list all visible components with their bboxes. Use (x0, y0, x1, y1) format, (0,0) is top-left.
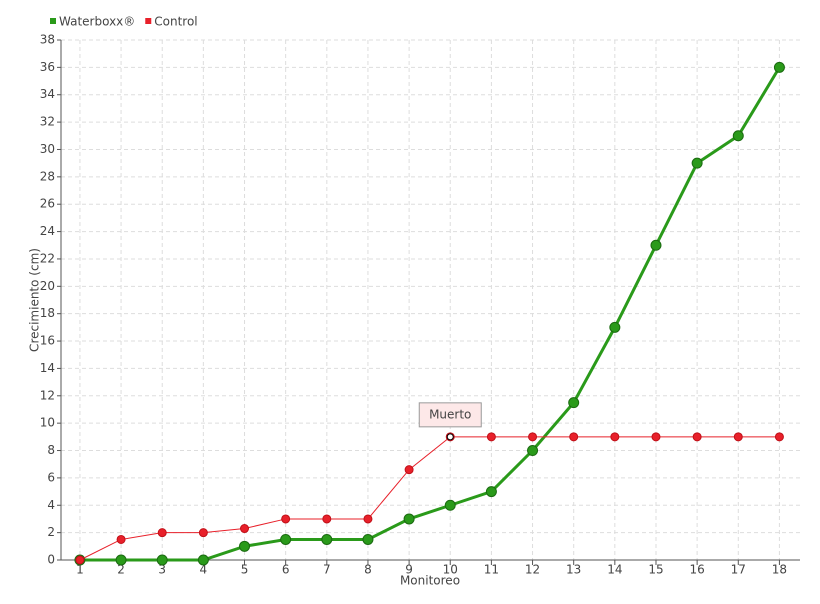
annotation-marker (446, 433, 454, 441)
x-tick-label: 10 (443, 563, 458, 577)
x-tick-label: 17 (731, 563, 746, 577)
annotation-label: Muerto (429, 407, 471, 421)
x-tick-label: 6 (282, 563, 290, 577)
data-point (528, 432, 538, 442)
x-tick-label: 14 (607, 563, 622, 577)
legend-swatch (50, 18, 56, 24)
y-tick-label: 10 (40, 416, 55, 430)
x-tick-label: 7 (323, 563, 331, 577)
x-tick-label: 11 (484, 563, 499, 577)
data-point (321, 533, 333, 545)
x-tick-label: 9 (405, 563, 413, 577)
x-tick-label: 5 (241, 563, 249, 577)
legend-label: Control (154, 15, 197, 29)
y-tick-label: 8 (47, 443, 55, 457)
data-point (198, 528, 208, 538)
x-tick-label: 1 (76, 563, 84, 577)
y-tick-label: 26 (40, 197, 55, 211)
data-point (157, 528, 167, 538)
data-point (404, 465, 414, 475)
x-axis-label: Monitoreo (400, 574, 460, 588)
data-point (240, 524, 250, 534)
data-point (362, 533, 374, 545)
x-tick-label: 16 (689, 563, 704, 577)
data-point (609, 321, 621, 333)
data-point (156, 554, 168, 566)
annotation: Muerto (418, 402, 482, 441)
data-point (444, 499, 456, 511)
y-tick-label: 2 (47, 525, 55, 539)
data-point (774, 432, 784, 442)
x-tick-label: 4 (200, 563, 208, 577)
series-line (79, 66, 781, 562)
y-tick-label: 22 (40, 251, 55, 265)
y-tick-label: 4 (47, 498, 55, 512)
y-tick-label: 14 (40, 361, 55, 375)
x-tick-label: 13 (566, 563, 581, 577)
data-point (486, 432, 496, 442)
data-point (610, 432, 620, 442)
y-tick-label: 32 (40, 115, 55, 129)
legend-label: Waterboxx® (59, 15, 135, 29)
data-point (650, 239, 662, 251)
data-point (773, 61, 785, 73)
x-tick-label: 8 (364, 563, 372, 577)
y-tick-label: 20 (40, 279, 55, 293)
x-tick-label: 3 (158, 563, 166, 577)
data-point (485, 486, 497, 498)
y-tick-label: 36 (40, 60, 55, 74)
y-tick-label: 18 (40, 306, 55, 320)
annotation-box (418, 402, 482, 428)
data-point (733, 432, 743, 442)
data-point (115, 554, 127, 566)
y-tick-label: 28 (40, 169, 55, 183)
y-tick-label: 38 (40, 33, 55, 47)
data-point (692, 432, 702, 442)
x-tick-label: 18 (772, 563, 787, 577)
data-point (239, 540, 251, 552)
y-axis-label: Crecimiento (cm) (28, 248, 42, 352)
y-tick-label: 0 (47, 553, 55, 567)
x-tick-label: 15 (648, 563, 663, 577)
data-point (75, 555, 85, 565)
y-tick-label: 6 (47, 470, 55, 484)
data-point (569, 432, 579, 442)
data-point (568, 397, 580, 409)
x-tick-label: 12 (525, 563, 540, 577)
data-point (116, 534, 126, 544)
data-point (691, 157, 703, 169)
data-point (197, 554, 209, 566)
y-tick-label: 16 (40, 334, 55, 348)
data-point (732, 130, 744, 142)
data-point (280, 533, 292, 545)
y-tick-label: 34 (40, 87, 55, 101)
legend-swatch (145, 18, 152, 24)
data-point (281, 514, 291, 524)
series-line (79, 436, 780, 561)
data-point (651, 432, 661, 442)
data-point (322, 514, 332, 524)
data-point (403, 513, 415, 525)
y-tick-label: 12 (40, 388, 55, 402)
data-point (363, 514, 373, 524)
data-point (527, 445, 539, 457)
y-tick-label: 24 (40, 224, 55, 238)
x-tick-label: 2 (117, 563, 125, 577)
y-tick-label: 30 (40, 142, 55, 156)
